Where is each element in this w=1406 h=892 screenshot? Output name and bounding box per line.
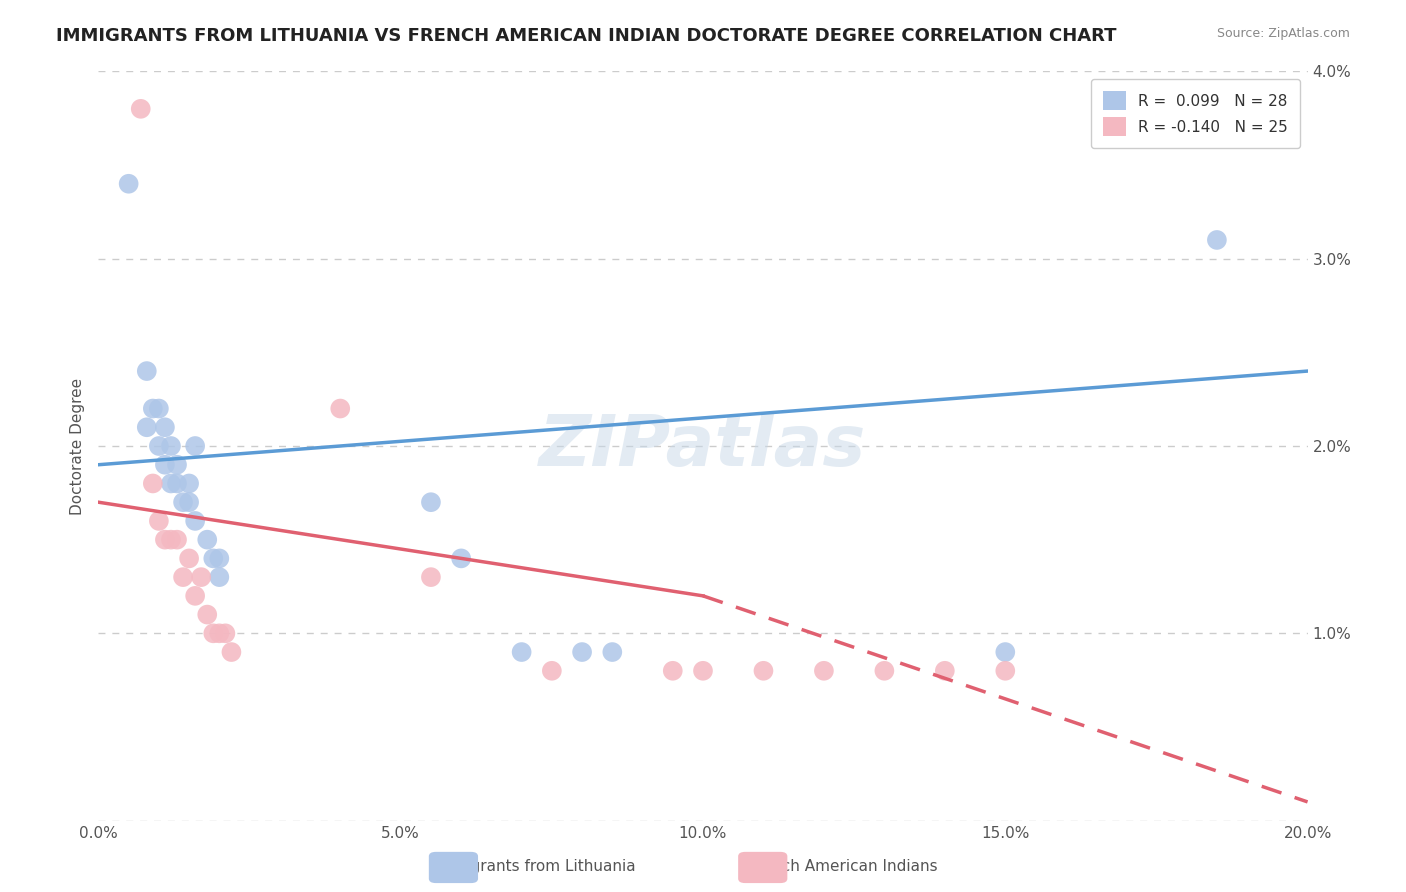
Point <box>184 439 207 453</box>
Point <box>195 533 218 547</box>
Point <box>172 495 194 509</box>
Point <box>129 102 152 116</box>
Point <box>994 645 1017 659</box>
Point <box>813 664 835 678</box>
Point <box>148 401 170 416</box>
Point <box>571 645 593 659</box>
Point <box>510 645 533 659</box>
Point <box>179 476 201 491</box>
Point <box>420 495 443 509</box>
Point <box>420 570 443 584</box>
Point <box>166 458 188 472</box>
Point <box>1206 233 1229 247</box>
Legend: R =  0.099   N = 28, R = -0.140   N = 25: R = 0.099 N = 28, R = -0.140 N = 25 <box>1091 79 1301 148</box>
Point <box>450 551 472 566</box>
Point <box>118 177 141 191</box>
Point <box>172 570 194 584</box>
Point <box>934 664 956 678</box>
Point <box>153 420 176 434</box>
Point <box>994 664 1017 678</box>
Point <box>221 645 243 659</box>
Point <box>179 551 201 566</box>
Point <box>202 626 225 640</box>
Point <box>153 533 176 547</box>
Point <box>752 664 775 678</box>
Point <box>160 439 183 453</box>
Text: Source: ZipAtlas.com: Source: ZipAtlas.com <box>1216 27 1350 40</box>
Point <box>160 533 183 547</box>
Point <box>135 364 157 378</box>
Point <box>153 458 176 472</box>
Text: Immigrants from Lithuania: Immigrants from Lithuania <box>433 859 636 874</box>
Point <box>692 664 714 678</box>
Point <box>148 514 170 528</box>
Point <box>166 533 188 547</box>
Point <box>184 589 207 603</box>
Point <box>602 645 624 659</box>
Text: ZIPatlas: ZIPatlas <box>540 411 866 481</box>
Point <box>661 664 683 678</box>
Point <box>208 570 231 584</box>
Text: French American Indians: French American Indians <box>749 859 938 874</box>
Point <box>208 626 231 640</box>
Point <box>142 476 165 491</box>
Point <box>160 476 183 491</box>
Point <box>148 439 170 453</box>
Point <box>166 476 188 491</box>
Point <box>179 495 201 509</box>
Text: IMMIGRANTS FROM LITHUANIA VS FRENCH AMERICAN INDIAN DOCTORATE DEGREE CORRELATION: IMMIGRANTS FROM LITHUANIA VS FRENCH AMER… <box>56 27 1116 45</box>
Point <box>135 420 157 434</box>
Point <box>873 664 896 678</box>
Point <box>202 551 225 566</box>
Point <box>190 570 212 584</box>
Point <box>214 626 236 640</box>
Point <box>195 607 218 622</box>
Point <box>142 401 165 416</box>
Y-axis label: Doctorate Degree: Doctorate Degree <box>69 377 84 515</box>
Point <box>208 551 231 566</box>
Point <box>329 401 352 416</box>
Point <box>184 514 207 528</box>
Point <box>540 664 562 678</box>
